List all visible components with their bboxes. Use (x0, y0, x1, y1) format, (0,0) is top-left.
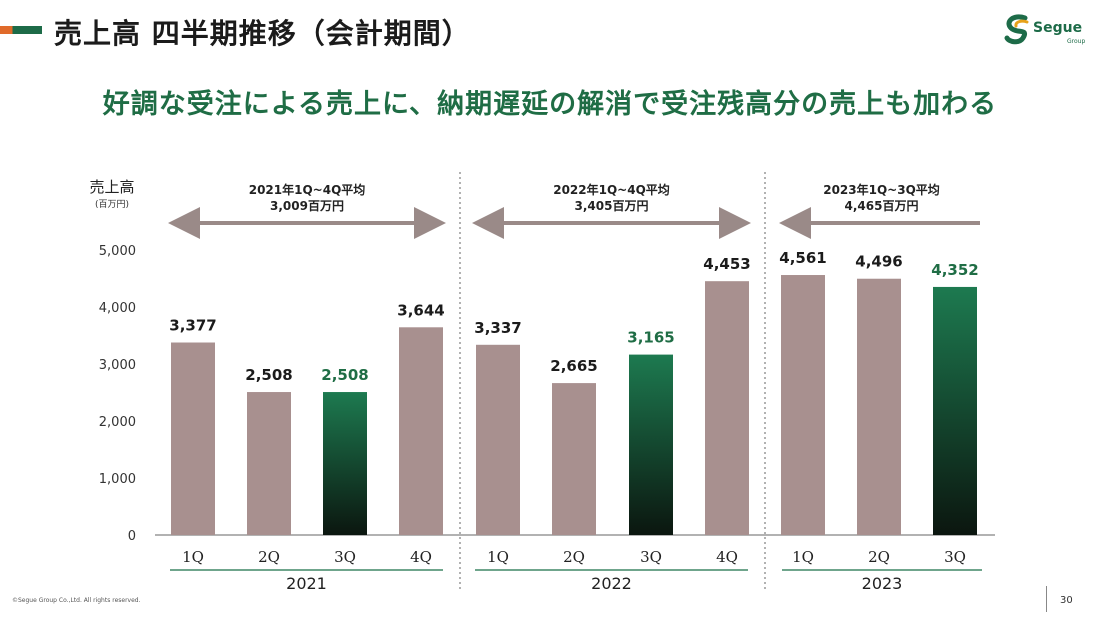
x-tick-label: 1Q (487, 548, 509, 566)
y-tick-label: 5,000 (99, 244, 136, 259)
average-value: 3,009百万円 (270, 199, 344, 213)
data-label: 3,377 (169, 317, 216, 335)
x-tick-label: 3Q (944, 548, 966, 566)
year-label: 2023 (862, 574, 903, 593)
y-tick-label: 0 (128, 529, 136, 544)
bar (781, 275, 825, 535)
data-label: 2,508 (245, 366, 292, 384)
y-axis-title: 売上高 (89, 178, 134, 196)
y-tick-label: 3,000 (99, 358, 136, 373)
x-tick-label: 1Q (182, 548, 204, 566)
bar (857, 278, 901, 535)
bar (476, 344, 520, 535)
data-label: 4,352 (931, 261, 978, 279)
y-tick-label: 4,000 (99, 301, 136, 316)
data-label: 3,165 (627, 329, 674, 347)
x-tick-label: 4Q (410, 548, 432, 566)
footer-divider (1046, 586, 1047, 612)
data-label: 2,665 (550, 357, 597, 375)
average-label: 2023年1Q~3Q平均 (823, 182, 940, 197)
bar (552, 383, 596, 535)
year-label: 2022 (591, 574, 632, 593)
bar (933, 286, 977, 535)
bar (323, 392, 367, 535)
bar (629, 354, 673, 535)
data-label: 2,508 (321, 366, 368, 384)
average-label: 2021年1Q~4Q平均 (249, 182, 366, 197)
logo-text: Segue (1033, 20, 1083, 36)
logo-swirl-icon (1004, 14, 1029, 45)
company-logo: Segue Group (1003, 12, 1095, 52)
x-tick-label: 2Q (868, 548, 890, 566)
data-label: 3,337 (474, 319, 521, 337)
plot-area: 2021年1Q~4Q平均 3,009百万円 3,377 1Q 2,508 2Q 2,508 3… (155, 172, 995, 593)
x-tick-label: 4Q (716, 548, 738, 566)
data-label: 4,496 (855, 253, 902, 271)
bar (171, 342, 215, 535)
y-axis-ticks: 0 1,000 2,000 3,000 4,000 5,000 (99, 244, 136, 544)
logo-subtext: Group (1067, 38, 1086, 45)
x-tick-label: 3Q (334, 548, 356, 566)
sales-bar-chart: 売上高 (百万円) 0 1,000 2,000 3,000 4,000 5,000 202… (89, 172, 995, 593)
x-tick-label: 2Q (563, 548, 585, 566)
average-value: 3,405百万円 (575, 199, 649, 213)
y-axis-unit: (百万円) (95, 199, 129, 210)
year-label: 2021 (286, 574, 327, 593)
y-tick-label: 1,000 (99, 472, 136, 487)
footer-copyright: ©Segue Group Co.,Ltd. All rights reserve… (12, 597, 141, 604)
title-accent-bar (0, 26, 42, 34)
headline: 好調な受注による売上に、納期遅延の解消で受注残高分の売上も加わる (102, 89, 998, 120)
data-label: 3,644 (397, 301, 444, 319)
average-label: 2022年1Q~4Q平均 (553, 182, 670, 197)
x-tick-label: 1Q (792, 548, 814, 566)
bar (247, 392, 291, 535)
y-tick-label: 2,000 (99, 415, 136, 430)
average-value: 4,465百万円 (845, 199, 919, 213)
bar (705, 281, 749, 535)
page-number: 30 (1060, 595, 1073, 606)
data-label: 4,561 (779, 249, 826, 267)
bar (399, 327, 443, 535)
page-title: 売上高 四半期推移（会計期間） (54, 17, 471, 50)
x-tick-label: 2Q (258, 548, 280, 566)
data-label: 4,453 (703, 255, 750, 273)
x-tick-label: 3Q (640, 548, 662, 566)
